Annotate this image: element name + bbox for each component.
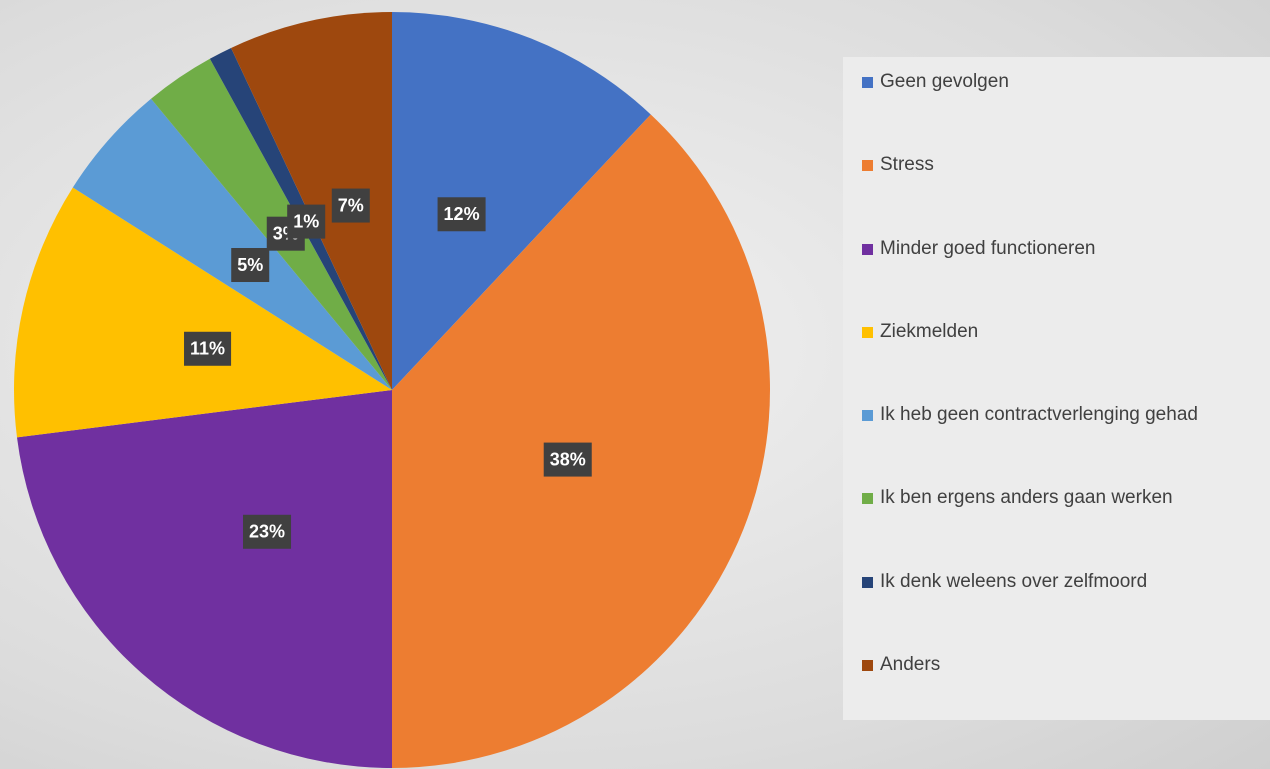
legend-label: Geen gevolgen [880,71,1009,92]
legend-item: Ziekmelden [862,316,1225,348]
legend-swatch [862,160,873,171]
data-label: 11% [184,331,232,366]
data-label: 23% [242,514,292,549]
pie-slice [231,11,392,390]
pie-slice [14,187,393,438]
legend-swatch [862,493,873,504]
pie-slice [16,390,392,768]
data-label-box [437,197,486,232]
legend-item: Ik ben ergens anders gaan werken [862,482,1225,514]
data-label-box [331,188,370,223]
data-label-text: 7% [338,195,364,215]
data-label: 7% [331,188,370,223]
legend-item: Minder goed functioneren [862,233,1225,265]
legend-label: Ik ben ergens anders gaan werken [880,487,1173,508]
data-label: 1% [287,204,326,239]
legend-label: Anders [880,654,941,675]
legend: Geen gevolgen Stress Minder goed functione… [843,57,1270,720]
data-label-box [543,442,592,477]
legend-item: Geen gevolgen [862,66,1225,98]
legend-item: Ik denk weleens over zelfmoord [862,566,1225,598]
data-label-box [231,248,270,283]
data-label-text: 38% [550,449,586,469]
data-label-box [184,331,232,366]
legend-label: Minder goed functioneren [880,238,1096,259]
legend-item: Stress [862,149,1225,181]
data-label: 5% [231,248,270,283]
pie-slice [72,98,392,390]
data-label-text: 12% [444,204,480,224]
legend-swatch [862,327,873,338]
legend-label: Ik heb geen contractverlenging gehad [880,404,1198,425]
legend-swatch [862,660,873,671]
legend-label: Stress [880,154,934,175]
legend-item: Ik heb geen contractverlenging gehad [862,399,1225,431]
legend-label: Ik denk weleens over zelfmoord [880,571,1148,592]
data-label-box [287,204,326,239]
data-label: 38% [543,442,592,477]
pie-slice [392,114,770,769]
data-label-text: 23% [249,522,285,542]
legend-swatch [862,577,873,588]
legend-item: Anders [862,649,1225,681]
pie-slice [392,12,651,390]
legend-swatch [862,77,873,88]
legend-label: Ziekmelden [880,321,979,342]
legend-swatch [862,410,873,421]
legend-swatch [862,244,873,255]
data-label-text: 5% [237,255,263,275]
data-label-box [242,514,292,549]
data-label-text: 1% [293,211,319,231]
pie-chart: 12%38%23%11%5%3%1%7% [14,11,770,769]
data-label-text: 11% [190,339,225,359]
data-label: 12% [437,197,486,232]
